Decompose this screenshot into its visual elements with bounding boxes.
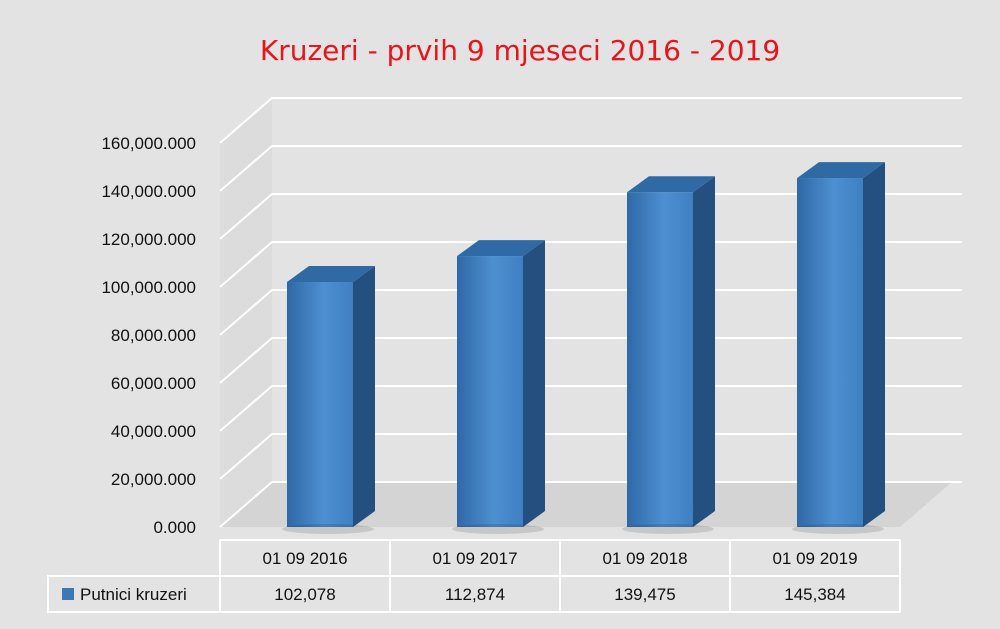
bar-shadow [622, 524, 714, 534]
bar-shadow [792, 524, 884, 534]
category-label: 01 09 2019 [772, 549, 857, 568]
bar-top [457, 240, 545, 257]
bar-front [457, 256, 523, 527]
y-tick-label: 60,000.000 [111, 374, 196, 393]
y-tick-label: 20,000.000 [111, 470, 196, 489]
legend-swatch [62, 588, 74, 600]
bar-side [863, 162, 885, 527]
gridline [219, 433, 962, 480]
y-tick-label: 120,000.000 [101, 230, 196, 249]
bar-shadow [282, 524, 374, 534]
data-label: 102,078 [274, 585, 335, 604]
bar [792, 162, 885, 534]
gridline [219, 337, 962, 384]
legend-entry: Putnici kruzeri [80, 585, 187, 604]
y-tick-label: 80,000.000 [111, 326, 196, 345]
bar-side [693, 176, 715, 527]
bar-top [287, 266, 375, 283]
y-tick-label: 160,000.000 [101, 134, 196, 153]
gridline [219, 385, 962, 432]
bar-front [287, 282, 353, 527]
gridline [219, 193, 962, 240]
bar-top [797, 162, 885, 179]
bar-front [797, 178, 863, 527]
floor [220, 482, 952, 527]
data-label: 139,475 [614, 585, 675, 604]
gridline [219, 145, 962, 192]
data-label: 112,874 [445, 585, 505, 604]
gridlines [219, 97, 962, 528]
data-label: 145,384 [784, 585, 845, 604]
category-label: 01 09 2018 [602, 549, 687, 568]
bar [622, 176, 715, 534]
gridline [219, 241, 962, 288]
bar-shadow [452, 524, 544, 534]
y-tick-label: 140,000.000 [101, 182, 196, 201]
y-tick-label: 0.000 [153, 518, 196, 537]
y-tick-label: 40,000.000 [111, 422, 196, 441]
chart-title: Kruzeri - prvih 9 mjeseci 2016 - 2019 [260, 34, 780, 67]
gridline [219, 481, 962, 528]
gridline [219, 289, 962, 336]
bar-side [353, 266, 375, 527]
bar-top [627, 176, 715, 193]
y-tick-label: 100,000.000 [101, 278, 196, 297]
bar-front [627, 192, 693, 527]
category-label: 01 09 2017 [432, 549, 517, 568]
bar-side [523, 240, 545, 527]
bar-series [282, 162, 885, 534]
category-label: 01 09 2016 [262, 549, 347, 568]
data-table: 01 09 2016 102,078 01 09 2017 112,874 01 09 … [47, 539, 901, 613]
gridline [219, 97, 962, 144]
bar [452, 240, 545, 534]
y-axis-tick-labels: 0.000 20,000.000 40,000.000 60,000.000 80,00… [101, 134, 196, 537]
bar [282, 266, 375, 534]
